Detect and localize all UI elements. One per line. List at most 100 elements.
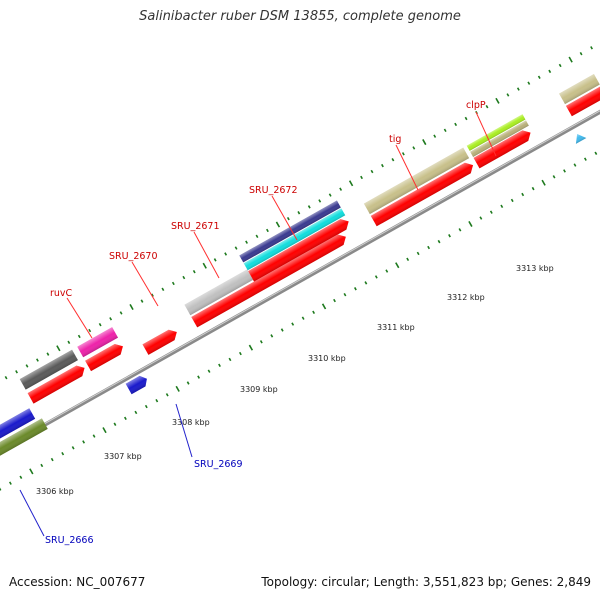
genome-summary-text: Topology: circular; Length: 3,551,823 bp… <box>261 575 591 589</box>
gene-label-SRU_2669[interactable]: SRU_2669 <box>194 459 243 470</box>
scale-tick-label: 3310 kbp <box>308 354 346 363</box>
upper-tick-mark <box>568 56 573 63</box>
feature-shading-overlay <box>243 208 346 271</box>
lower-tick-mark <box>353 287 357 291</box>
lower-tick-mark <box>19 475 23 479</box>
gene-label-clpP[interactable]: clpP <box>466 100 486 111</box>
upper-tick-mark <box>109 317 113 321</box>
leader-line-SRU_2671 <box>193 231 220 279</box>
lower-tick-mark <box>500 204 504 208</box>
lower-tick-mark <box>218 363 221 368</box>
upper-tick-mark <box>516 87 520 91</box>
upper-tick-mark <box>307 205 311 209</box>
lower-tick-mark <box>552 175 556 179</box>
lower-tick-mark <box>134 410 138 415</box>
upper-tick-mark <box>4 375 8 380</box>
upper-tick-mark <box>485 105 489 109</box>
upper-tick-mark <box>151 293 154 297</box>
leader-line-ruvC <box>66 297 93 339</box>
lower-tick-mark <box>301 316 305 320</box>
feature-shading-overlay <box>85 344 123 372</box>
lower-tick-mark <box>437 239 441 244</box>
feature-shading-overlay <box>559 74 600 105</box>
upper-tick-mark <box>245 240 248 244</box>
lower-tick-mark <box>155 398 159 403</box>
lower-tick-mark <box>40 463 44 468</box>
lower-tick-mark <box>61 452 65 456</box>
upper-tick-mark <box>88 328 92 333</box>
upper-tick-mark <box>25 364 29 368</box>
upper-tick-mark <box>558 63 562 68</box>
gene-label-SRU_2672[interactable]: SRU_2672 <box>249 185 298 196</box>
feature-shading-overlay <box>191 234 346 328</box>
scale-tick-label: 3309 kbp <box>240 385 278 394</box>
gene-label-tig[interactable]: tig <box>389 134 401 145</box>
feature-shading-overlay <box>0 418 48 460</box>
upper-tick-mark <box>171 281 175 286</box>
upper-tick-mark <box>182 275 186 280</box>
upper-tick-mark <box>590 46 593 50</box>
lower-tick-mark <box>583 157 587 161</box>
lower-tick-mark <box>385 269 389 273</box>
upper-tick-row <box>4 46 593 380</box>
feature-shading-overlay <box>370 162 474 227</box>
upper-tick-mark <box>495 97 500 104</box>
feature-shading-overlay <box>27 365 85 404</box>
scale-tick-label: 3307 kbp <box>104 452 142 461</box>
feature-shading-overlay <box>565 86 600 117</box>
feature-shading-overlay <box>184 269 254 316</box>
map-title: Salinibacter ruber DSM 13855, complete g… <box>139 9 461 24</box>
upper-tick-mark <box>506 93 510 97</box>
genome-backbone <box>0 94 600 472</box>
feature-shading-overlay <box>575 133 587 144</box>
upper-tick-mark <box>339 187 343 191</box>
feature-shading-overlay <box>470 120 529 158</box>
feature-shading-overlay <box>125 375 147 395</box>
lower-tick-mark <box>280 328 284 332</box>
feature-shading-overlay <box>248 219 349 282</box>
upper-tick-mark <box>537 75 541 79</box>
lower-tick-mark <box>248 344 254 351</box>
lower-tick-mark <box>448 234 451 238</box>
gene-label-ruvC[interactable]: ruvC <box>50 288 73 299</box>
lower-tick-mark <box>228 357 232 362</box>
upper-tick-mark <box>391 158 395 162</box>
leader-line-tig <box>395 144 419 191</box>
upper-tick-mark <box>422 139 427 146</box>
lower-tick-mark <box>427 245 431 250</box>
upper-tick-mark <box>98 322 102 327</box>
scale-tick-label: 3313 kbp <box>516 264 554 273</box>
upper-tick-mark <box>15 370 18 374</box>
lower-tick-mark <box>510 198 514 203</box>
upper-tick-mark <box>318 199 322 203</box>
leader-line-SRU_2670 <box>131 261 159 307</box>
upper-tick-mark <box>381 163 384 168</box>
gene-label-SRU_2671[interactable]: SRU_2671 <box>171 221 220 232</box>
upper-tick-mark <box>192 269 196 274</box>
lower-tick-mark <box>521 192 525 197</box>
upper-tick-mark <box>360 175 363 180</box>
gene-label-SRU_2666[interactable]: SRU_2666 <box>45 535 94 546</box>
lower-tick-mark <box>343 292 347 297</box>
upper-tick-mark <box>297 211 301 215</box>
upper-tick-mark <box>67 340 71 345</box>
feature-shading-overlay <box>466 114 526 151</box>
lower-tick-mark <box>92 434 96 438</box>
lower-tick-mark <box>197 375 201 379</box>
accession-text: Accession: NC_007677 <box>9 575 146 589</box>
feature-shading-overlay <box>239 200 341 263</box>
feature-shading-overlay <box>19 349 78 390</box>
lower-tick-mark <box>113 422 117 426</box>
upper-tick-mark <box>129 304 134 311</box>
gene-label-SRU_2670[interactable]: SRU_2670 <box>109 251 158 262</box>
feature-shading-overlay <box>473 130 531 169</box>
lower-tick-mark <box>531 186 535 191</box>
lower-tick-mark <box>489 210 493 214</box>
lower-tick-mark <box>270 334 274 338</box>
lower-tick-mark <box>207 369 211 373</box>
lower-tick-mark <box>165 393 169 397</box>
lower-tick-mark <box>563 169 566 173</box>
upper-tick-mark <box>579 52 583 56</box>
lower-tick-mark <box>291 322 295 326</box>
upper-tick-mark <box>46 352 50 356</box>
